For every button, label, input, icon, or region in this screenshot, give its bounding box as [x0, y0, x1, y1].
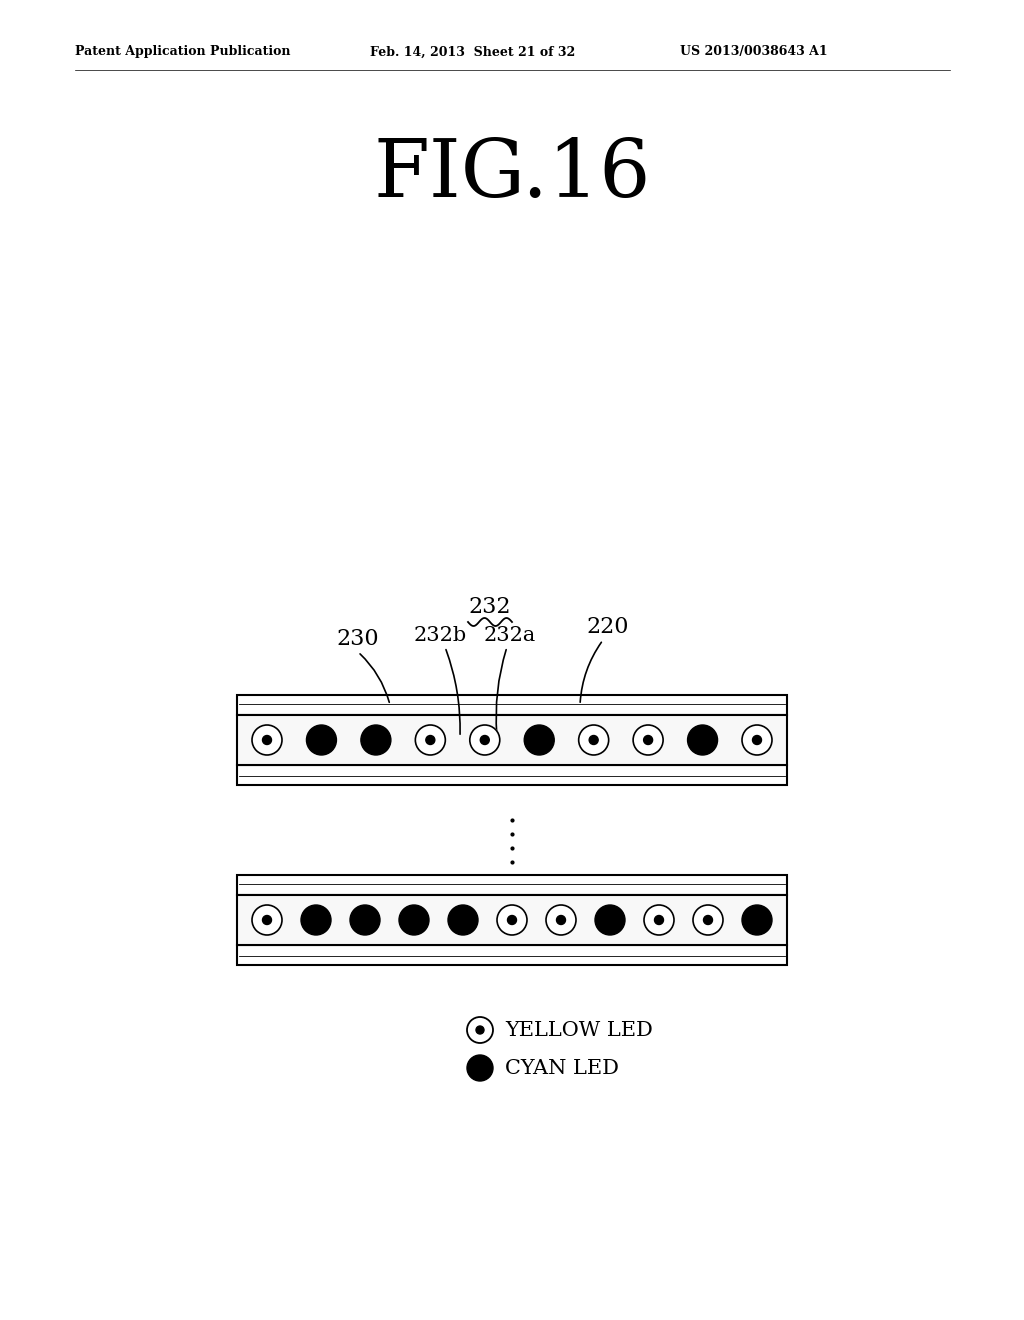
Bar — [237, 715, 787, 766]
Text: Patent Application Publication: Patent Application Publication — [75, 45, 291, 58]
Circle shape — [467, 1055, 493, 1081]
Bar — [237, 766, 787, 785]
Circle shape — [703, 916, 713, 924]
Circle shape — [306, 725, 337, 755]
Text: 220: 220 — [587, 616, 630, 638]
Circle shape — [470, 725, 500, 755]
Bar — [237, 696, 787, 715]
Circle shape — [579, 725, 608, 755]
Circle shape — [644, 906, 674, 935]
Circle shape — [556, 916, 565, 924]
Circle shape — [416, 725, 445, 755]
Circle shape — [467, 1016, 493, 1043]
Circle shape — [476, 1026, 484, 1034]
Circle shape — [399, 906, 429, 935]
Circle shape — [360, 725, 391, 755]
Text: 232: 232 — [469, 597, 511, 618]
Circle shape — [524, 725, 554, 755]
Text: YELLOW LED: YELLOW LED — [505, 1020, 653, 1040]
Circle shape — [497, 906, 527, 935]
Circle shape — [693, 906, 723, 935]
Text: 232b: 232b — [414, 626, 467, 645]
Circle shape — [753, 735, 762, 744]
Circle shape — [449, 906, 478, 935]
Bar — [237, 945, 787, 965]
Circle shape — [546, 906, 575, 935]
Circle shape — [350, 906, 380, 935]
Text: CYAN LED: CYAN LED — [505, 1059, 618, 1077]
Circle shape — [595, 906, 625, 935]
Text: FIG.16: FIG.16 — [374, 136, 650, 214]
Circle shape — [480, 735, 489, 744]
Text: 232a: 232a — [484, 626, 537, 645]
Circle shape — [262, 735, 271, 744]
Circle shape — [687, 725, 718, 755]
Circle shape — [633, 725, 664, 755]
Circle shape — [301, 906, 331, 935]
Circle shape — [742, 725, 772, 755]
Text: 230: 230 — [337, 628, 379, 649]
Bar — [237, 895, 787, 945]
Circle shape — [508, 916, 516, 924]
Bar — [237, 875, 787, 895]
Circle shape — [654, 916, 664, 924]
Circle shape — [262, 916, 271, 924]
Text: US 2013/0038643 A1: US 2013/0038643 A1 — [680, 45, 827, 58]
Circle shape — [589, 735, 598, 744]
Circle shape — [252, 906, 282, 935]
Text: Feb. 14, 2013  Sheet 21 of 32: Feb. 14, 2013 Sheet 21 of 32 — [370, 45, 575, 58]
Circle shape — [644, 735, 652, 744]
Circle shape — [426, 735, 435, 744]
Circle shape — [742, 906, 772, 935]
Circle shape — [252, 725, 282, 755]
